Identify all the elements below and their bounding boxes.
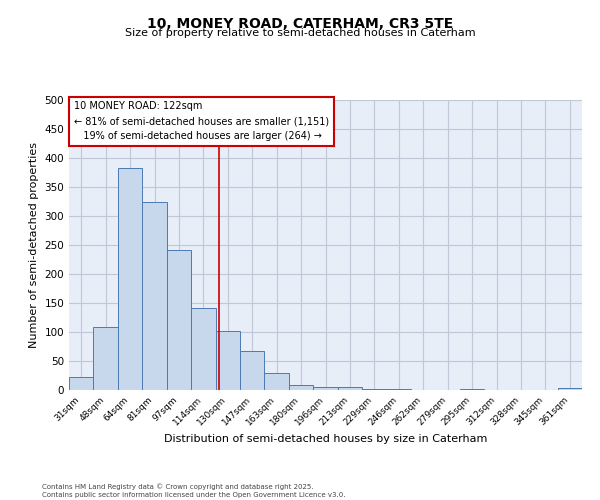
Bar: [265, 372, 289, 390]
Bar: [118, 168, 142, 390]
Bar: [167, 250, 191, 390]
Text: Contains HM Land Registry data © Crown copyright and database right 2025.
Contai: Contains HM Land Registry data © Crown c…: [42, 484, 346, 498]
Bar: [313, 387, 338, 390]
Bar: [557, 388, 582, 390]
Bar: [460, 389, 484, 390]
Bar: [215, 331, 240, 390]
Bar: [94, 328, 118, 390]
Bar: [69, 377, 94, 390]
Bar: [142, 202, 167, 390]
X-axis label: Distribution of semi-detached houses by size in Caterham: Distribution of semi-detached houses by …: [164, 434, 487, 444]
Bar: [191, 308, 215, 390]
Text: 10, MONEY ROAD, CATERHAM, CR3 5TE: 10, MONEY ROAD, CATERHAM, CR3 5TE: [147, 18, 453, 32]
Y-axis label: Number of semi-detached properties: Number of semi-detached properties: [29, 142, 39, 348]
Bar: [338, 387, 362, 390]
Bar: [289, 385, 313, 390]
Text: Size of property relative to semi-detached houses in Caterham: Size of property relative to semi-detach…: [125, 28, 475, 38]
Text: 10 MONEY ROAD: 122sqm
← 81% of semi-detached houses are smaller (1,151)
   19% o: 10 MONEY ROAD: 122sqm ← 81% of semi-deta…: [74, 102, 329, 141]
Bar: [240, 350, 265, 390]
